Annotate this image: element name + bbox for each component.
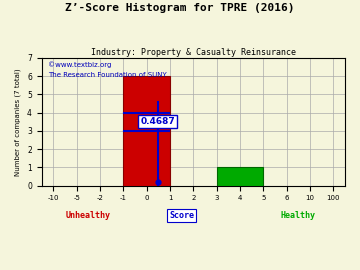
Text: 0.4687: 0.4687 [140, 117, 175, 126]
Bar [217, 167, 263, 185]
Text: The Research Foundation of SUNY: The Research Foundation of SUNY [48, 72, 166, 78]
Text: Healthy: Healthy [281, 211, 316, 220]
Bar [123, 76, 170, 185]
Text: ©www.textbiz.org: ©www.textbiz.org [48, 62, 111, 68]
Text: Score: Score [169, 211, 194, 220]
Text: Z’-Score Histogram for TPRE (2016): Z’-Score Histogram for TPRE (2016) [65, 3, 295, 13]
Title: Industry: Property & Casualty Reinsurance: Industry: Property & Casualty Reinsuranc… [91, 48, 296, 57]
Y-axis label: Number of companies (7 total): Number of companies (7 total) [15, 68, 22, 176]
Text: Unhealthy: Unhealthy [66, 211, 111, 220]
